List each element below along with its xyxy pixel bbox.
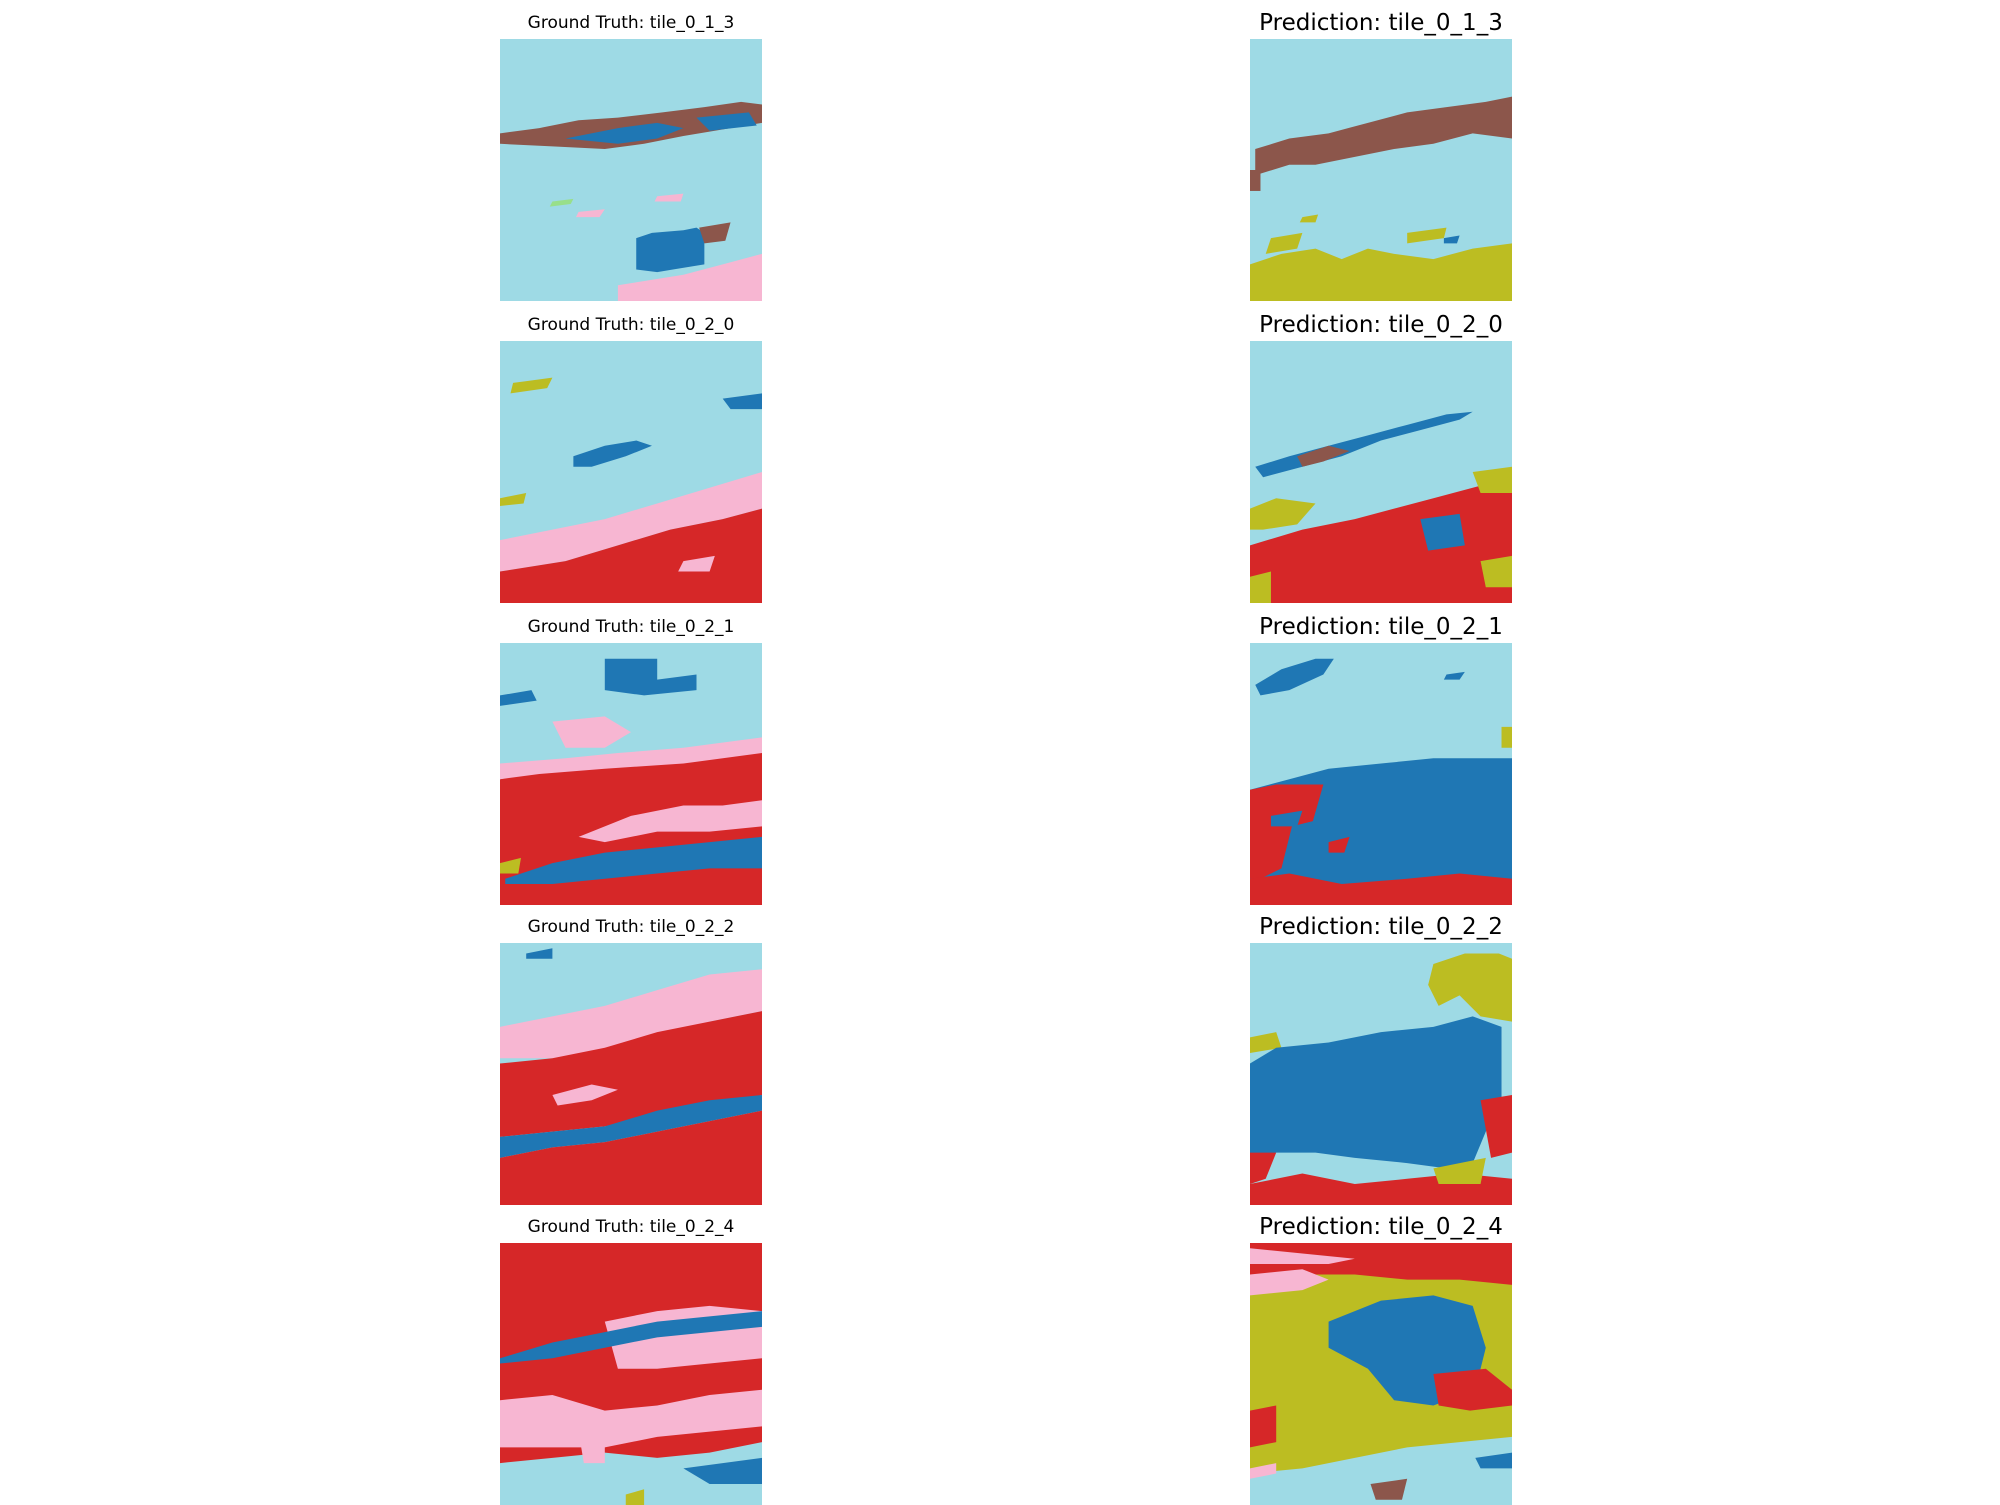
- segmentation-mask-image: [1250, 341, 1512, 603]
- prediction-panel-tile-0-2-2: Prediction: tile_0_2_2: [1250, 914, 1512, 1205]
- prediction-panel-tile-0-2-1: Prediction: tile_0_2_1: [1250, 614, 1512, 905]
- segmentation-mask-image: [500, 1243, 762, 1505]
- panel-title: Ground Truth: tile_0_2_1: [527, 617, 735, 637]
- panel-title: Prediction: tile_0_2_1: [1259, 614, 1503, 640]
- panel-title: Prediction: tile_0_2_0: [1259, 312, 1503, 338]
- segmentation-mask-image: [500, 341, 762, 603]
- segmentation-mask-image: [500, 943, 762, 1205]
- ground-truth-panel-tile-0-2-2: Ground Truth: tile_0_2_2: [500, 914, 762, 1205]
- panel-title: Ground Truth: tile_0_1_3: [527, 13, 735, 33]
- ground-truth-panel-tile-0-2-0: Ground Truth: tile_0_2_0: [500, 312, 762, 603]
- segmentation-mask-image: [1250, 1243, 1512, 1505]
- panel-title: Prediction: tile_0_2_4: [1259, 1214, 1503, 1240]
- segmentation-mask-image: [1250, 643, 1512, 905]
- segmentation-mask-image: [1250, 943, 1512, 1205]
- segmentation-mask-image: [1250, 39, 1512, 301]
- panel-title: Ground Truth: tile_0_2_4: [527, 1217, 735, 1237]
- prediction-panel-tile-0-2-4: Prediction: tile_0_2_4: [1250, 1214, 1512, 1505]
- prediction-panel-tile-0-1-3: Prediction: tile_0_1_3: [1250, 10, 1512, 301]
- segmentation-mask-image: [500, 643, 762, 905]
- segmentation-mask-image: [500, 39, 762, 301]
- ground-truth-panel-tile-0-2-1: Ground Truth: tile_0_2_1: [500, 614, 762, 905]
- panel-title: Ground Truth: tile_0_2_0: [527, 315, 735, 335]
- panel-title: Prediction: tile_0_1_3: [1259, 10, 1503, 36]
- panel-title: Ground Truth: tile_0_2_2: [527, 917, 735, 937]
- prediction-panel-tile-0-2-0: Prediction: tile_0_2_0: [1250, 312, 1512, 603]
- ground-truth-panel-tile-0-2-4: Ground Truth: tile_0_2_4: [500, 1214, 762, 1505]
- panel-title: Prediction: tile_0_2_2: [1259, 914, 1503, 940]
- ground-truth-panel-tile-0-1-3: Ground Truth: tile_0_1_3: [500, 10, 762, 301]
